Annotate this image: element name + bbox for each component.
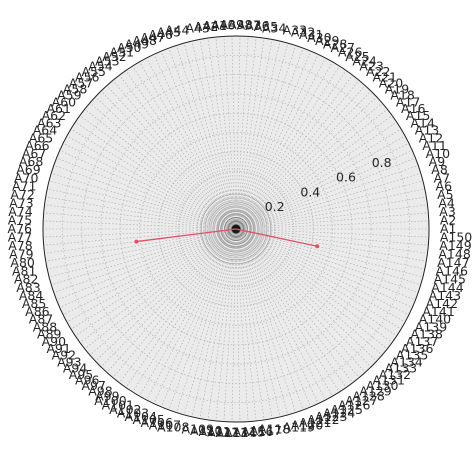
r-tick-label: 0.2 [265, 199, 285, 214]
r-tick-label: 0.6 [336, 170, 356, 185]
r-tick-label: 0.4 [300, 184, 320, 199]
r-tick-label: 0.8 [372, 155, 392, 170]
category-label-A150: A150 [440, 230, 472, 245]
series-point-A146 [315, 244, 319, 248]
series-point-A79 [134, 240, 138, 244]
